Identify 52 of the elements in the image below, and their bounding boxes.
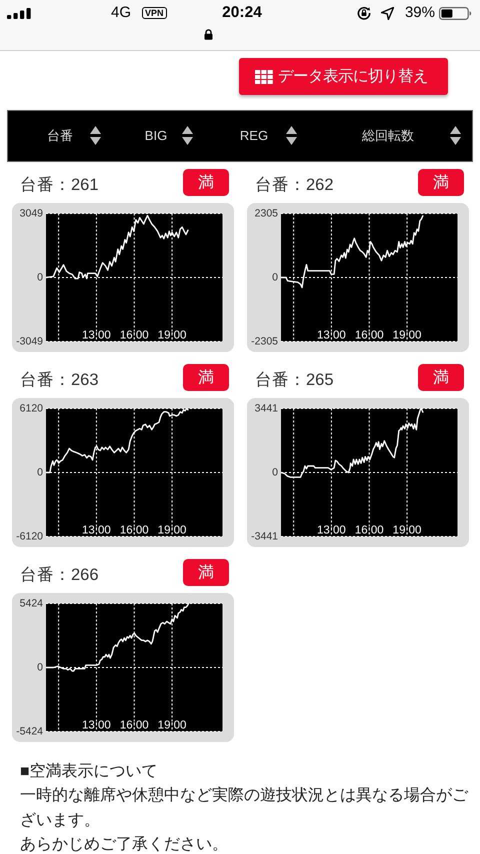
x-tick-label: 13:00	[82, 720, 111, 732]
chart-title: 台番：261	[20, 175, 99, 194]
text: 満	[433, 368, 449, 386]
y-tick-label: -6120	[16, 530, 44, 542]
x-tick-label: 19:00	[158, 524, 186, 536]
text: 台番	[47, 127, 73, 144]
x-tick-label: 16:00	[120, 720, 149, 732]
chart-title: 台番：265	[255, 370, 334, 389]
y-tick-label: 0	[37, 662, 44, 674]
text: REG	[240, 127, 268, 144]
x-tick-label: 19:00	[392, 524, 422, 536]
chart-title: 台番：266	[20, 565, 99, 584]
text: BIG	[144, 127, 168, 144]
y-tick-label: 0	[37, 466, 44, 478]
chart-title: 台番：263	[20, 370, 99, 389]
text: 満	[198, 173, 214, 191]
x-tick-label: 13:00	[317, 524, 346, 536]
text: 20:24	[222, 4, 262, 22]
y-tick-label: 3441	[254, 402, 278, 414]
x-tick-label: 16:00	[120, 330, 149, 342]
text: ■空満表示について	[20, 762, 159, 782]
y-tick-label: -3441	[251, 530, 278, 542]
text: 4G	[111, 4, 132, 22]
y-tick-label: -3049	[16, 336, 44, 348]
x-tick-label: 16:00	[354, 524, 384, 536]
y-tick-label: 6120	[20, 402, 44, 414]
text: VPN	[142, 7, 167, 19]
text: 総回転数	[362, 127, 414, 144]
text: 39%	[404, 4, 435, 22]
x-tick-label: 13:00	[317, 330, 346, 342]
x-tick-label: 19:00	[158, 720, 186, 732]
y-tick-label: 0	[37, 272, 44, 284]
x-tick-label: 13:00	[82, 330, 111, 342]
switch-button[interactable]: データ表示に切り替え	[239, 58, 448, 95]
chart-title: 台番：262	[255, 175, 334, 194]
y-tick-label: 0	[272, 272, 278, 284]
text: 満	[198, 368, 214, 386]
y-tick-label: 0	[272, 466, 278, 478]
x-tick-label: 19:00	[392, 330, 422, 342]
text: 一時的な離席や休憩中など実際の遊技状況とは異なる場合がございます。	[20, 786, 470, 831]
text: あらかじめご了承ください。	[20, 835, 229, 854]
x-tick-label: 16:00	[354, 330, 384, 342]
y-tick-label: 2305	[254, 208, 278, 220]
y-tick-label: 3049	[20, 208, 44, 220]
y-tick-label: -5424	[16, 726, 44, 738]
x-tick-label: 19:00	[158, 330, 186, 342]
y-tick-label: -2305	[251, 336, 278, 348]
x-tick-label: 16:00	[120, 524, 149, 536]
text: 満	[433, 173, 449, 191]
text: 満	[198, 563, 214, 581]
x-tick-label: 13:00	[82, 524, 111, 536]
y-tick-label: 5424	[20, 598, 44, 610]
